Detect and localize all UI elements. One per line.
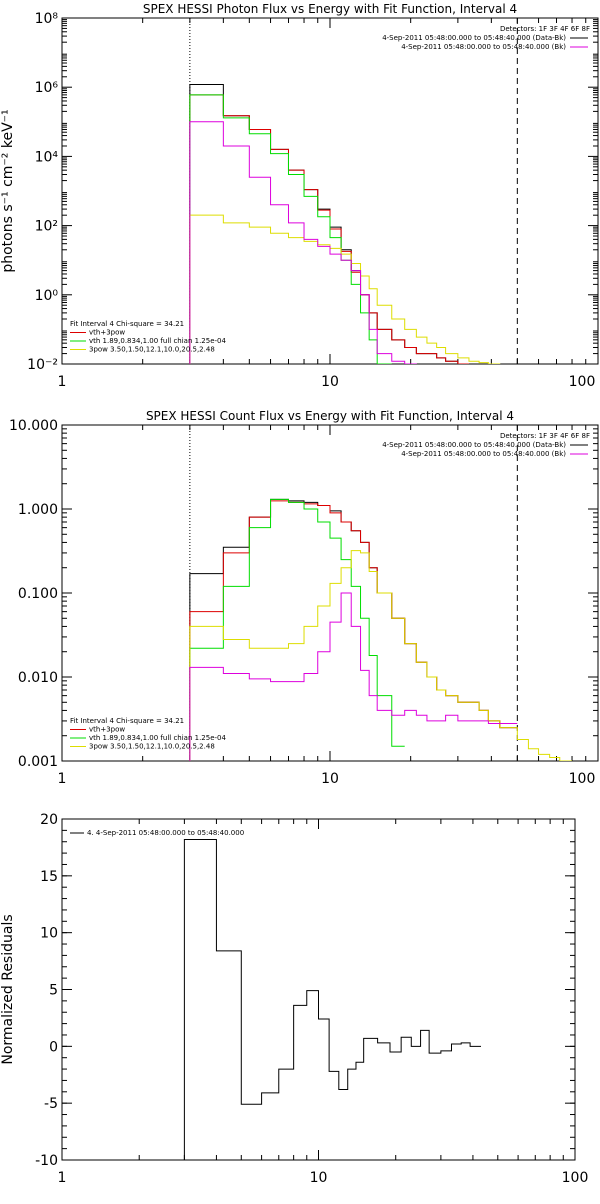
legend-entry: 4-Sep-2011 05:48:00.000 to 05:48:40.000 … <box>382 441 566 449</box>
x-tick-label: 10 <box>321 374 339 390</box>
x-tick-label: 1 <box>58 374 67 390</box>
y-tick-label: 10⁻² <box>27 357 58 373</box>
series-line-3 <box>189 550 573 761</box>
series-line-4 <box>189 592 518 761</box>
y-tick-label: 10⁸ <box>35 11 59 27</box>
y-tick-label: -5 <box>44 1096 58 1112</box>
legend-entry: 3pow 3.50,1.50,12.1,10.0,20.5,2.48 <box>89 743 215 751</box>
legend-entry: 4-Sep-2011 05:48:00.000 to 05:48:40.000 … <box>401 43 566 51</box>
legend-entry: vth 1.89,0.834,1.00 full chian 1.25e-04 <box>89 734 227 742</box>
y-tick-label: 15 <box>40 869 58 885</box>
chart-title: SPEX HESSI Count Flux vs Energy with Fit… <box>146 409 514 423</box>
series-line-3 <box>189 214 501 364</box>
legend-detectors: Detectors: 1F 3F 4F 6F 8F <box>500 432 590 440</box>
y-tick-label: 10⁶ <box>35 80 59 96</box>
y-tick-label: 10 <box>40 926 58 942</box>
x-tick-label: 1 <box>58 771 67 787</box>
y-tick-label: 10⁰ <box>35 288 59 304</box>
legend-entry: vth 1.89,0.834,1.00 full chian 1.25e-04 <box>89 337 227 345</box>
legend-entry: 4-Sep-2011 05:48:00.000 to 05:48:40.000 … <box>401 450 566 458</box>
y-tick-label: 1.000 <box>18 502 58 518</box>
legend-entry: vth+3pow <box>89 329 125 337</box>
legend-entry: 3pow 3.50,1.50,12.1,10.0,20.5,2.48 <box>89 346 215 354</box>
series-line-0 <box>189 498 518 761</box>
x-tick-label: 100 <box>562 1170 589 1186</box>
series-line-4 <box>189 121 417 364</box>
series-line-1 <box>189 500 518 761</box>
y-tick-label: 0.001 <box>18 754 58 770</box>
y-tick-label: 10.000 <box>9 418 58 434</box>
series-line-1 <box>189 94 469 364</box>
legend-detectors: Detectors: 1F 3F 4F 6F 8F <box>500 25 590 33</box>
legend-entry: vth+3pow <box>89 726 125 734</box>
series-line-2 <box>189 94 392 364</box>
y-tick-label: 5 <box>49 983 58 999</box>
y-tick-label: -10 <box>35 1153 58 1169</box>
chart-title: SPEX HESSI Photon Flux vs Energy with Fi… <box>143 2 517 16</box>
plot-frame-2 <box>61 818 576 1161</box>
y-tick-label: 10² <box>35 219 58 235</box>
y-tick-label: 0 <box>49 1039 58 1055</box>
x-tick-label: 1 <box>58 1170 67 1186</box>
legend-entry: 4. 4-Sep-2011 05:48:00.000 to 05:48:40.0… <box>87 829 244 837</box>
x-tick-label: 10 <box>321 771 339 787</box>
legend-entry: 4-Sep-2011 05:48:00.000 to 05:48:40.000 … <box>382 34 566 42</box>
x-tick-label: 10 <box>310 1170 328 1186</box>
y-axis-label: Normalized Residuals <box>0 914 16 1064</box>
y-tick-label: 10⁴ <box>35 149 59 165</box>
series-line-2 <box>189 498 405 761</box>
x-tick-label: 100 <box>569 374 596 390</box>
y-tick-label: 0.010 <box>18 670 58 686</box>
fit-info: Fit Interval 4 Chi-square = 34.21 <box>70 717 184 725</box>
fit-info: Fit Interval 4 Chi-square = 34.21 <box>70 320 184 328</box>
x-tick-label: 100 <box>569 771 596 787</box>
y-tick-label: 20 <box>40 812 58 828</box>
series-line-0 <box>183 838 481 1160</box>
y-tick-label: 0.100 <box>18 586 58 602</box>
y-axis-label: photons s⁻¹ cm⁻² keV⁻¹ <box>0 109 16 272</box>
